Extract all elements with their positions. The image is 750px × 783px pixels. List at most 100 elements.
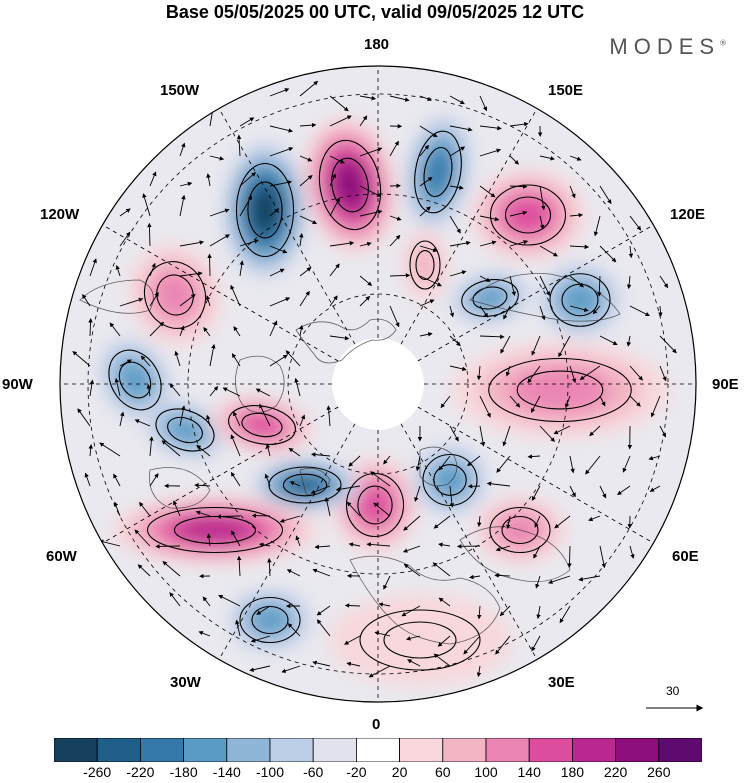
map-title: Base 05/05/2025 00 UTC, valid 09/05/2025… [165,2,585,22]
wind-vector-arrow [329,155,345,164]
height-contour [409,240,441,290]
height-contour [173,515,257,545]
wind-vector-arrow [509,395,521,408]
wind-vector-arrow [179,142,186,157]
wind-vector-arrow [134,419,151,427]
wind-vector-arrow [329,335,350,341]
wind-vector-arrow [628,245,634,259]
wind-vector-arrow [449,270,467,277]
wind-vector-arrow [588,515,601,522]
wind-vector-arrow [359,95,377,101]
wind-vector-arrow [269,208,280,217]
wind-vector-arrow [114,377,121,397]
anomaly-band [425,149,451,195]
wind-vector-arrow [174,350,181,367]
wind-vector-arrow [173,500,181,517]
wind-vectors [72,80,677,678]
wind-vector-arrow [479,395,491,418]
wind-vector-arrow [650,395,661,418]
wind-vector-arrow [569,155,582,161]
wind-vector-arrow [659,275,669,289]
wind-vector-arrow [479,425,486,447]
wind-vector-arrow [366,542,391,547]
wind-vector-arrow [629,395,641,407]
height-contour [331,157,369,213]
wind-vector-arrow [449,335,461,347]
wind-vector-arrow [344,603,361,608]
wind-vector-arrow [406,635,421,641]
height-contour [345,472,405,538]
positive-anomaly [111,495,319,565]
modes-logo: MODES® [609,34,726,60]
wind-vector-arrow [359,185,382,197]
colorbar-segment [312,738,357,762]
wind-vector-arrow [659,425,666,438]
wind-vector-arrow [506,515,511,530]
wind-vector-arrow [449,485,455,508]
colorbar-tick-label: -140 [212,764,241,780]
wind-vector-arrow [539,155,555,161]
height-contour [156,274,194,316]
wind-vector-arrow [548,575,571,584]
wind-vector-arrow [469,574,481,580]
negative-anomaly [534,259,626,341]
colorbar-tick-labels: -260 -220 -180 -140 -100 -60 -20 20 60 100 140 180 2… [0,764,750,782]
wind-vector-arrow [113,473,121,487]
map-disk [60,66,696,702]
wind-vector-arrow [389,140,399,157]
reference-arrow-icon [646,704,704,712]
height-contour [118,361,152,399]
wind-vector-arrow [82,294,91,307]
wind-vector-arrow [239,260,244,277]
wind-vector-arrow [569,305,589,312]
wind-vector-arrow [231,530,241,547]
wind-vector-arrow [389,95,410,102]
wind-vector-arrow [209,234,230,247]
wind-vector-arrow [88,444,93,457]
anomaly-band [328,594,512,686]
wind-vector-arrow [295,535,301,547]
wind-vector-arrow [236,134,242,157]
wind-vector-arrow [494,573,511,578]
wind-vector-arrow [142,193,151,217]
height-contour [318,139,382,231]
wind-vector-arrow [359,295,371,307]
wind-vector-arrow [553,425,571,435]
wind-vector-arrow [433,653,451,667]
negative-anomaly [408,440,492,520]
wind-vector-arrow [389,234,401,247]
wind-vector-arrow [329,173,336,187]
wind-vector-arrow [346,501,361,517]
wind-vector-arrow [310,485,331,495]
wind-vector-arrow [348,455,361,467]
wind-vector-arrow [269,297,291,307]
wind-vector-arrow [569,365,577,384]
wind-vector-arrow [419,95,433,102]
wind-vector-arrow [329,115,352,127]
wind-vector-arrow [432,562,451,577]
wind-vector-arrow [256,605,271,615]
wind-vector-arrow [509,239,529,247]
wind-vector-arrow [569,185,576,199]
colorbar-tick-label: -180 [169,764,198,780]
wind-vector-arrow [279,515,301,523]
graticule [60,66,696,702]
height-contour [488,357,632,423]
colorbar-tick-label: -100 [255,764,285,780]
height-contour [423,146,453,198]
wind-vector-arrow [269,245,288,254]
wind-vector-arrow [626,275,632,290]
height-contour [504,196,552,234]
wind-vector-arrow [622,455,631,473]
wind-vector-arrow [433,515,451,529]
meridian-line [417,224,654,362]
colorbar [54,738,702,762]
anomaly-band [334,162,366,208]
wind-vector-arrow [579,365,601,380]
wind-vector-arrow [531,395,541,414]
colorbar-segment [399,738,444,762]
negative-anomaly [221,138,309,282]
wind-vector-arrow [505,365,511,377]
positive-anomaly [328,594,512,686]
wind-vector-arrow [140,355,151,367]
